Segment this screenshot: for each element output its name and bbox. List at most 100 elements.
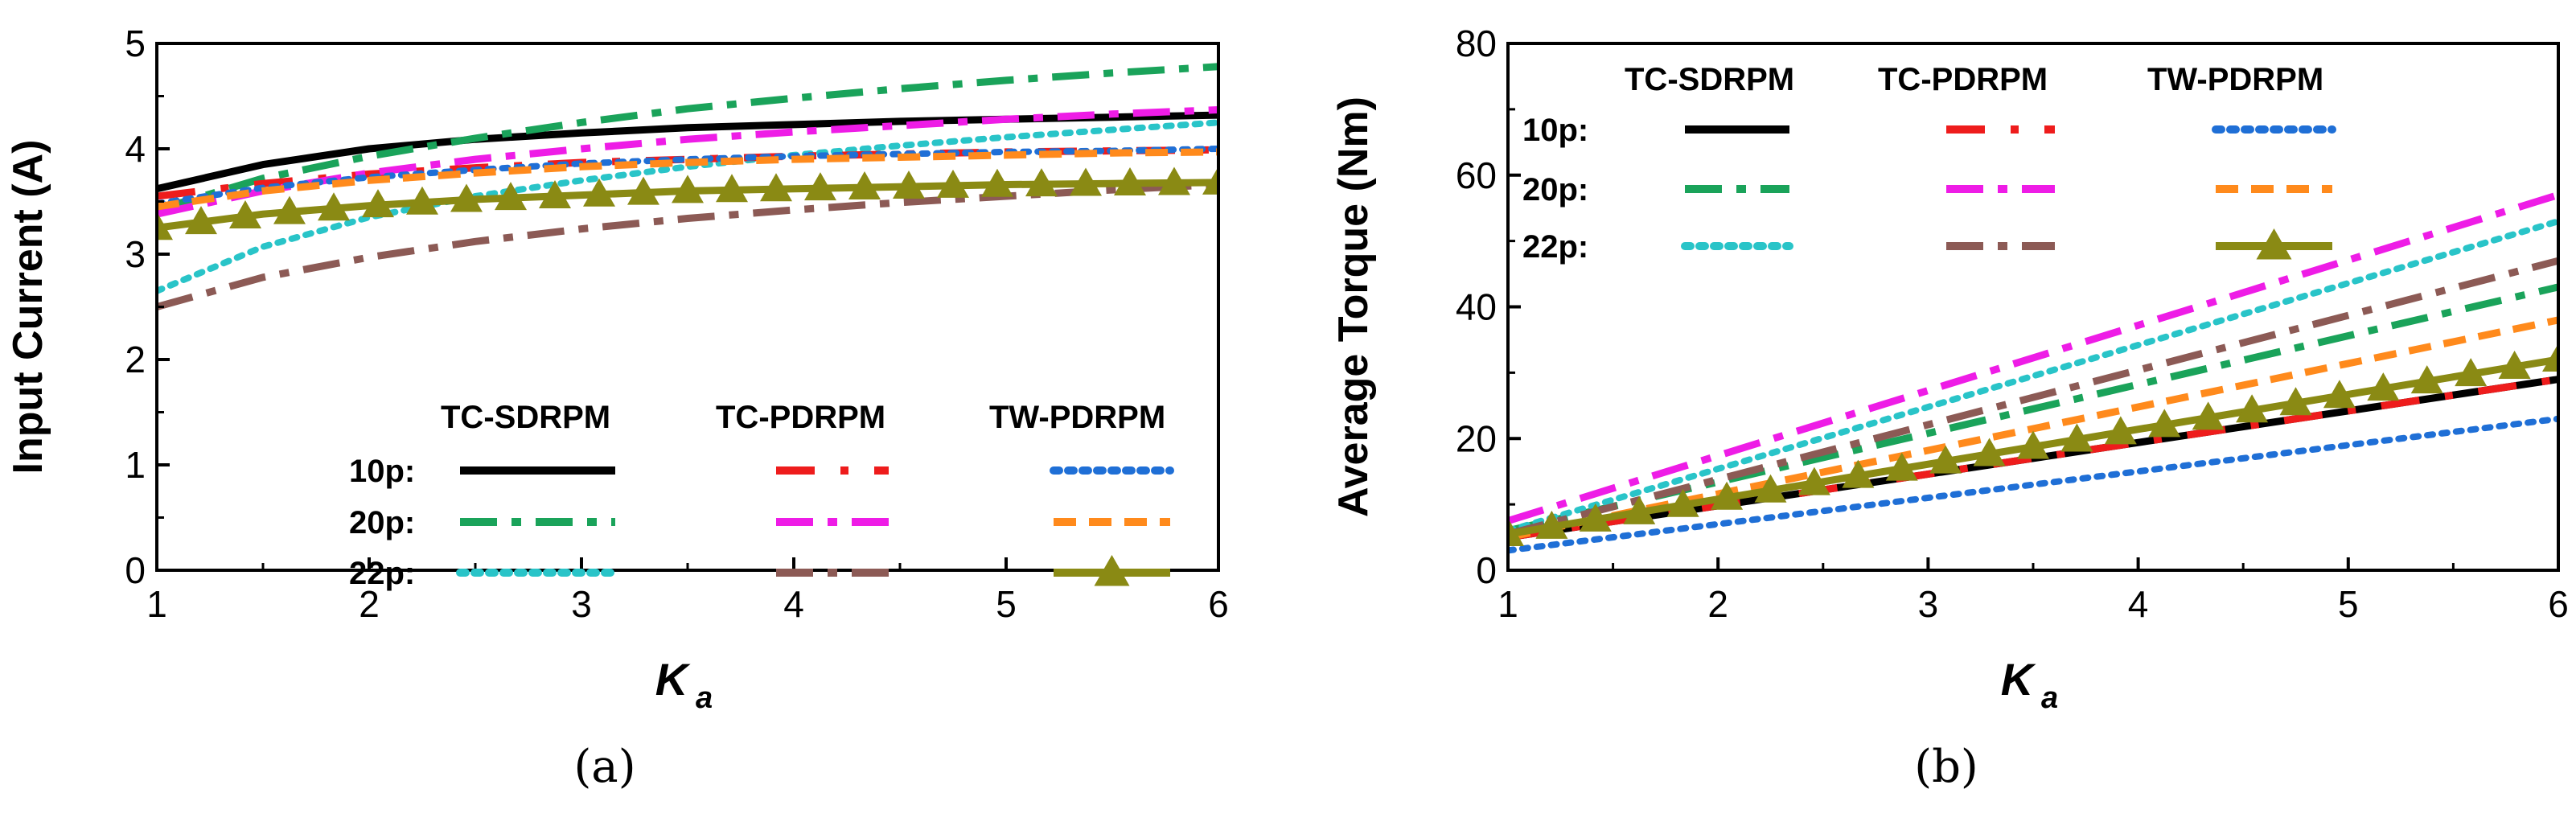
panel-a-x-tick-label: 2 [359, 583, 380, 625]
panel-a-series-tw-pdrpm-22p-marker [273, 195, 306, 224]
panel-b-legend-header: TC-SDRPM [1625, 62, 1794, 97]
panel-a-series-tw-pdrpm-22p-marker [1114, 167, 1146, 196]
panel-b-legend-row-label: 22p: [1522, 229, 1588, 265]
panel-a-series-tw-pdrpm-22p-marker [760, 173, 792, 202]
panel-b-x-tick-label: 6 [2548, 583, 2569, 625]
panel-b-series-tw-pdrpm-22p-marker [1535, 510, 1568, 539]
panel-b-legend-row-label: 10p: [1522, 113, 1588, 148]
panel-a-y-axis-title: Input Current (A) [5, 140, 51, 475]
panel-b-x-tick-label: 1 [1498, 583, 1518, 625]
panel-a-legend-sample-marker [1094, 555, 1130, 586]
panel-a-series-tw-pdrpm-22p-marker [583, 178, 615, 207]
panel-a-series-tw-pdrpm-22p-marker [157, 212, 173, 240]
panel-b-series-tw-pdrpm-22p-marker [2410, 365, 2443, 394]
panel-b-x-tick-label: 5 [2338, 583, 2359, 625]
panel-a-series-tw-pdrpm-22p-marker [1202, 166, 1218, 195]
panel-a-series-tw-pdrpm-22p-marker [406, 186, 438, 215]
panel-b-series-tw-pdrpm-22p-marker [1885, 452, 1918, 481]
panel-b-series-tc-pdrpm-22p [1508, 257, 2558, 538]
panel-b-series-group [1508, 191, 2558, 554]
panel-b-series-tw-pdrpm-22p-marker [2279, 387, 2312, 416]
panel-a-series-tw-pdrpm-22p-marker [1025, 168, 1058, 197]
panel-b-legend: TC-SDRPM TC-PDRPM TW-PDRPM 10p: 20p: 22p: [1522, 62, 2336, 265]
panel-a-series-tc-sdrpm-20p [157, 63, 1218, 214]
panel-a-x-tick-label: 3 [571, 583, 592, 625]
panel-b-series-tw-pdrpm-22p-marker [2323, 380, 2356, 409]
panel-b-y-tick-label: 20 [1456, 417, 1497, 459]
panel-b-legend-row-label: 20p: [1522, 172, 1588, 208]
panel-b-series-tc-sdrpm-22p [1508, 218, 2558, 534]
panel-b-legend-sample-marker [2256, 228, 2292, 260]
panel-a-series-tw-pdrpm-22p-marker [495, 182, 527, 211]
panel-a-series-tw-pdrpm-22p-marker [229, 200, 261, 229]
panel-b-series-tw-pdrpm-22p-marker [1929, 445, 1962, 474]
panel-a-series-tw-pdrpm-22p-marker [937, 169, 969, 198]
panel-a-legend-header: TC-PDRPM [716, 400, 885, 435]
panel-a-legend: TC-SDRPM TC-PDRPM TW-PDRPM 10p: 20p: 22p: [349, 400, 1174, 591]
panel-b-series-tw-pdrpm-22p-marker [1508, 517, 1524, 546]
panel-b-series-tw-pdrpm-22p-marker [2104, 416, 2137, 445]
panel-a-x-tick-label: 1 [146, 583, 167, 625]
panel-b-series-tw-pdrpm-22p-marker [2542, 343, 2558, 372]
panel-a-series-tw-pdrpm-22p-marker [627, 176, 659, 205]
panel-a-series-tw-pdrpm-20p [157, 148, 1218, 211]
panel-b-x-tick-label: 4 [2128, 583, 2149, 625]
panel-b-series-tw-pdrpm-22p-marker [1973, 438, 2006, 466]
panel-a-legend-header: TW-PDRPM [989, 400, 1165, 435]
panel-b-y-tick-label: 0 [1476, 549, 1497, 591]
panel-a-y-tick-label: 5 [125, 23, 146, 64]
panel-b-series-tw-pdrpm-22p-marker [1842, 459, 1875, 488]
panel-a-series-tw-pdrpm-22p-marker [185, 206, 217, 235]
panel-a-y-tick-label: 1 [125, 444, 146, 486]
panel-b-series-tw-pdrpm-22p-marker [2367, 372, 2400, 401]
panel-a-series-tc-sdrpm-22p [157, 119, 1218, 294]
panel-b-series-tw-pdrpm-22p-marker [1711, 481, 1744, 510]
panel-b-series-tw-pdrpm-22p-marker [2455, 358, 2488, 387]
panel-b-label: (b) [1914, 741, 1978, 793]
panel-a-x-tick-label: 5 [996, 583, 1017, 625]
panel-a-x-tick-label: 4 [783, 583, 804, 625]
panel-b-series-tw-pdrpm-22p-marker [2192, 401, 2225, 430]
panel-a-x-axis-title-subscript: a [696, 681, 713, 715]
panel-a-series-tw-pdrpm-22p-marker [848, 171, 881, 200]
panel-b-x-tick-label: 2 [1707, 583, 1728, 625]
panel-b-series-tw-pdrpm-22p-marker [1623, 495, 1656, 524]
panel-b-series-tw-pdrpm-22p-marker [2017, 430, 2049, 459]
panel-a-y-tick-label: 4 [125, 128, 146, 170]
panel-b-series-tw-pdrpm-10p [1508, 415, 2558, 554]
panel-b-series-tc-pdrpm-20p [1508, 191, 2558, 524]
panel-a-series-tc-pdrpm-22p [157, 181, 1218, 310]
panel-b-series-tc-pdrpm-10p [1508, 376, 2558, 541]
panel-a-series-tw-pdrpm-22p-marker [1070, 167, 1102, 196]
panel-a-plot-frame [155, 42, 1220, 572]
panel-a-y-tick-label: 2 [125, 339, 146, 380]
panel-a-series-tw-pdrpm-22p-marker [981, 168, 1013, 197]
panel-a-series-tw-pdrpm-22p-marker [893, 170, 925, 199]
panel-a-legend-row-label: 20p: [349, 505, 415, 540]
panel-b-y-tick-label: 60 [1456, 154, 1497, 196]
panel-b-series-tw-pdrpm-22p-marker [2236, 394, 2269, 423]
panel-a-y-tick-label: 3 [125, 233, 146, 275]
panel-b-series-tw-pdrpm-22p-marker [2148, 409, 2181, 438]
panel-a-legend-header: TC-SDRPM [441, 400, 610, 435]
panel-b-x-axis-title: K [2001, 654, 2036, 705]
panel-b-y-tick-label: 80 [1456, 23, 1497, 64]
panel-a-series-tw-pdrpm-22p-marker [539, 179, 571, 208]
panel-b-y-tick-label: 40 [1456, 286, 1497, 328]
panel-a-x-axis-title: K [655, 654, 691, 705]
panel-b-y-axis-title: Average Torque (Nm) [1330, 97, 1377, 517]
panel-a-series-tw-pdrpm-22p-marker [804, 172, 836, 201]
panel-a-series-tw-pdrpm-22p-marker [362, 189, 394, 218]
panel-b-series-tw-pdrpm-22p-marker [1797, 466, 1830, 495]
panel-a-series-tw-pdrpm-22p-marker [450, 183, 483, 212]
panel-a-y-tick-label: 0 [125, 549, 146, 591]
panel-b-series-tw-pdrpm-22p-marker [2060, 423, 2093, 452]
panel-a-series-tw-pdrpm-22p-marker [672, 175, 704, 203]
panel-b-series-tw-pdrpm-22p-marker [1666, 488, 1699, 517]
panel-b-x-axis-title-subscript: a [2041, 681, 2058, 715]
panel-a-series-tw-pdrpm-22p-marker [1158, 166, 1190, 195]
panel-b-legend-header: TC-PDRPM [1878, 62, 2048, 97]
panel-a-label: (a) [573, 741, 635, 793]
